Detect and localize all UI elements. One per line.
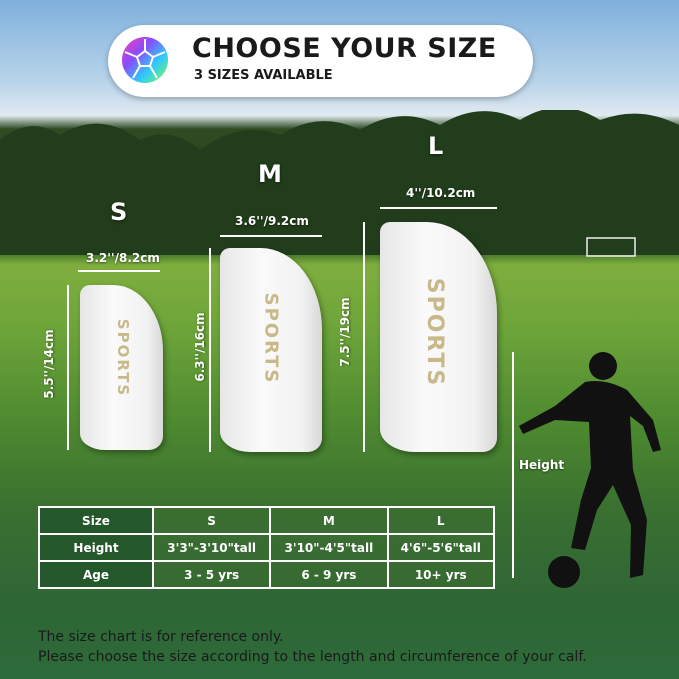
size-label-m: M [258,160,282,188]
shin-guard-l: SPORTS [380,222,497,452]
soccer-ball-icon [122,37,168,83]
player-silhouette [519,352,661,588]
width-label-m: 3.6''/9.2cm [235,214,309,228]
sports-logo: SPORTS [422,277,448,388]
width-label-l: 4''/10.2cm [406,186,476,200]
row-header: Age [38,560,154,589]
height-label: Height [519,458,565,472]
table-cell: 3'3"-3'10"tall [151,533,272,562]
width-arrow-s [78,270,160,272]
shin-guard-m: SPORTS [220,248,322,452]
row-header: Size [38,506,154,535]
length-arrow-l [363,222,365,452]
table-row: Height 3'3"-3'10"tall 3'10"-4'5"tall 4'6… [38,533,495,562]
soccer-ball [548,556,580,588]
table-row: Age 3 - 5 yrs 6 - 9 yrs 10+ yrs [38,560,495,589]
tree-line [0,110,679,257]
length-arrow-s [67,285,69,450]
size-label-l: L [428,132,444,160]
length-arrow-m [209,248,211,452]
header-pill [108,25,533,97]
shin-guard-s: SPORTS [80,285,163,450]
footer-note: The size chart is for reference only. [38,629,284,645]
length-label-m: 6.3''/16cm [193,312,207,382]
footer-instruction: Please choose the size according to the … [38,649,587,665]
goal-post [586,237,636,257]
height-arrow [512,352,514,578]
sports-logo: SPORTS [114,318,133,398]
table-cell: 3 - 5 yrs [151,560,272,589]
length-label-l: 7.5''/19cm [338,297,352,367]
table-cell: 10+ yrs [386,560,495,589]
page-subtitle: 3 SIZES AVAILABLE [194,68,333,83]
sports-logo: SPORTS [260,292,282,385]
size-label-s: S [110,198,128,226]
page-title: CHOOSE YOUR SIZE [192,33,497,64]
table-cell: 3'10"-4'5"tall [269,533,389,562]
row-header: Height [38,533,154,562]
table-cell: L [386,506,495,535]
size-table: Size S M L Height 3'3"-3'10"tall 3'10"-4… [38,506,495,589]
table-cell: 4'6"-5'6"tall [386,533,495,562]
width-arrow-l [380,207,497,209]
table-row: Size S M L [38,506,495,535]
length-label-s: 5.5''/14cm [42,329,56,399]
table-cell: S [151,506,272,535]
width-arrow-m [220,235,322,237]
table-cell: M [269,506,389,535]
table-cell: 6 - 9 yrs [269,560,389,589]
width-label-s: 3.2''/8.2cm [86,251,160,265]
